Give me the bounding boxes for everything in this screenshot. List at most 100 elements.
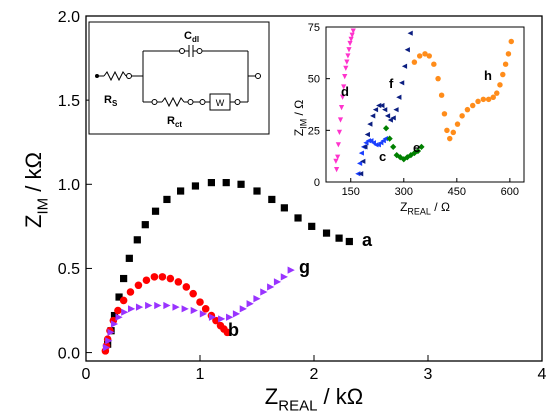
- main-point-b: [158, 273, 167, 281]
- main-point-g: [239, 305, 247, 313]
- main-point-a: [294, 214, 302, 222]
- main-point-g: [226, 313, 234, 321]
- inset-series-c: [355, 136, 388, 177]
- inset-point-f: [370, 113, 376, 119]
- main-point-g: [163, 301, 171, 310]
- inset-point-d: [335, 154, 341, 160]
- inset-series-h: [411, 38, 515, 142]
- main-point-g: [128, 305, 136, 313]
- inset-point-h: [435, 75, 441, 82]
- inset-x-tick-label: 450: [448, 186, 466, 198]
- inset-point-f: [362, 144, 368, 150]
- main-x-tick-label: 2: [310, 366, 319, 383]
- main-label-a: a: [362, 230, 373, 250]
- inset-point-h: [508, 38, 515, 45]
- inset-point-h: [494, 90, 500, 96]
- main-point-g: [115, 313, 123, 321]
- inset-point-h: [497, 82, 503, 88]
- circuit-label-rs: RS: [104, 94, 118, 108]
- inset-point-d: [337, 117, 344, 123]
- inset-y-tick-label: 0: [314, 177, 320, 189]
- main-point-g: [102, 343, 111, 352]
- inset-point-f: [358, 171, 364, 177]
- inset-y-axis-label: ZIM / Ω: [292, 100, 309, 136]
- inset-point-h: [464, 106, 471, 113]
- inset-label-d: d: [341, 84, 349, 99]
- main-point-b: [174, 278, 183, 286]
- main-point-g: [107, 328, 115, 336]
- main-point-g: [253, 295, 261, 303]
- main-x-tick-label: 4: [538, 366, 547, 383]
- inset-point-d: [333, 158, 339, 164]
- main-point-g: [154, 301, 162, 310]
- inset-point-d: [341, 84, 347, 90]
- main-point-a: [207, 179, 215, 187]
- main-point-a: [125, 254, 133, 262]
- inset-point-c: [355, 171, 361, 177]
- inset-y-tick-label: 25: [308, 125, 320, 137]
- main-point-g: [105, 337, 113, 345]
- inset-point-f: [382, 107, 388, 113]
- main-point-b: [201, 305, 210, 313]
- main-x-tick-label: 1: [196, 366, 205, 383]
- main-point-a: [133, 236, 141, 244]
- main-point-a: [308, 222, 316, 230]
- inset-point-h: [490, 94, 496, 100]
- equivalent-circuit-inset: RS Cdl Rct W: [88, 21, 270, 135]
- inset-point-f: [404, 47, 410, 53]
- main-point-g: [232, 310, 241, 318]
- main-point-b: [134, 281, 143, 290]
- main-series-b: [101, 273, 232, 355]
- main-point-g: [110, 320, 119, 328]
- main-point-a: [335, 234, 343, 242]
- main-axis-ticks: 0 1 2 3 4 0.0 0.5 1.0 1.5 2.0: [58, 9, 547, 383]
- inset-y-tick-label: 50: [308, 74, 320, 86]
- inset-point-f: [372, 107, 379, 113]
- main-x-axis-label: ZREAL / kΩ: [265, 384, 363, 415]
- main-label-b: b: [228, 320, 239, 340]
- inset-point-d: [342, 74, 348, 80]
- main-point-a: [163, 195, 171, 204]
- main-point-a: [110, 311, 119, 320]
- main-point-b: [114, 306, 122, 315]
- inset-point-d: [335, 142, 341, 148]
- main-point-g: [273, 278, 282, 286]
- circuit-terminal-right: [255, 73, 261, 79]
- inset-point-c: [375, 142, 381, 148]
- inset-label-f: f: [389, 76, 394, 91]
- main-point-a: [120, 274, 128, 283]
- main-y-tick-label: 0.0: [58, 345, 80, 362]
- main-x-tick-label: 0: [82, 366, 91, 383]
- main-y-tick-label: 1.5: [58, 93, 80, 110]
- main-point-b: [223, 328, 232, 337]
- inset-point-h: [505, 51, 512, 57]
- main-y-axis-label: ZIM / kΩ: [21, 152, 52, 228]
- inset-point-d: [336, 129, 343, 135]
- main-y-tick-label: 2.0: [58, 9, 80, 26]
- main-point-g: [267, 283, 275, 291]
- inset-point-e: [414, 147, 422, 155]
- main-point-g: [260, 288, 268, 296]
- inset-series-f: [358, 30, 413, 177]
- main-point-g: [121, 308, 129, 316]
- inset-x-tick-label: 150: [342, 186, 360, 198]
- inset-point-d: [334, 167, 340, 173]
- main-point-g: [280, 273, 288, 281]
- inset-point-h: [426, 53, 432, 59]
- rs-resistor-icon: [103, 70, 127, 82]
- inset-point-c: [370, 140, 376, 146]
- inset-point-h: [459, 113, 465, 119]
- inset-point-f: [387, 117, 393, 123]
- inset-point-c: [358, 150, 364, 156]
- inset-point-f: [401, 63, 408, 69]
- inset-x-axis-label: ZREAL / Ω: [400, 200, 450, 217]
- inset-series-e: [382, 125, 425, 163]
- inset-point-f: [376, 102, 382, 109]
- main-series-g: [102, 266, 295, 352]
- main-point-b: [182, 283, 191, 291]
- inset-point-f: [399, 80, 405, 86]
- main-point-a: [268, 195, 276, 204]
- inset-point-d: [349, 32, 355, 38]
- inset-point-f: [379, 102, 385, 109]
- inset-point-h: [502, 61, 509, 67]
